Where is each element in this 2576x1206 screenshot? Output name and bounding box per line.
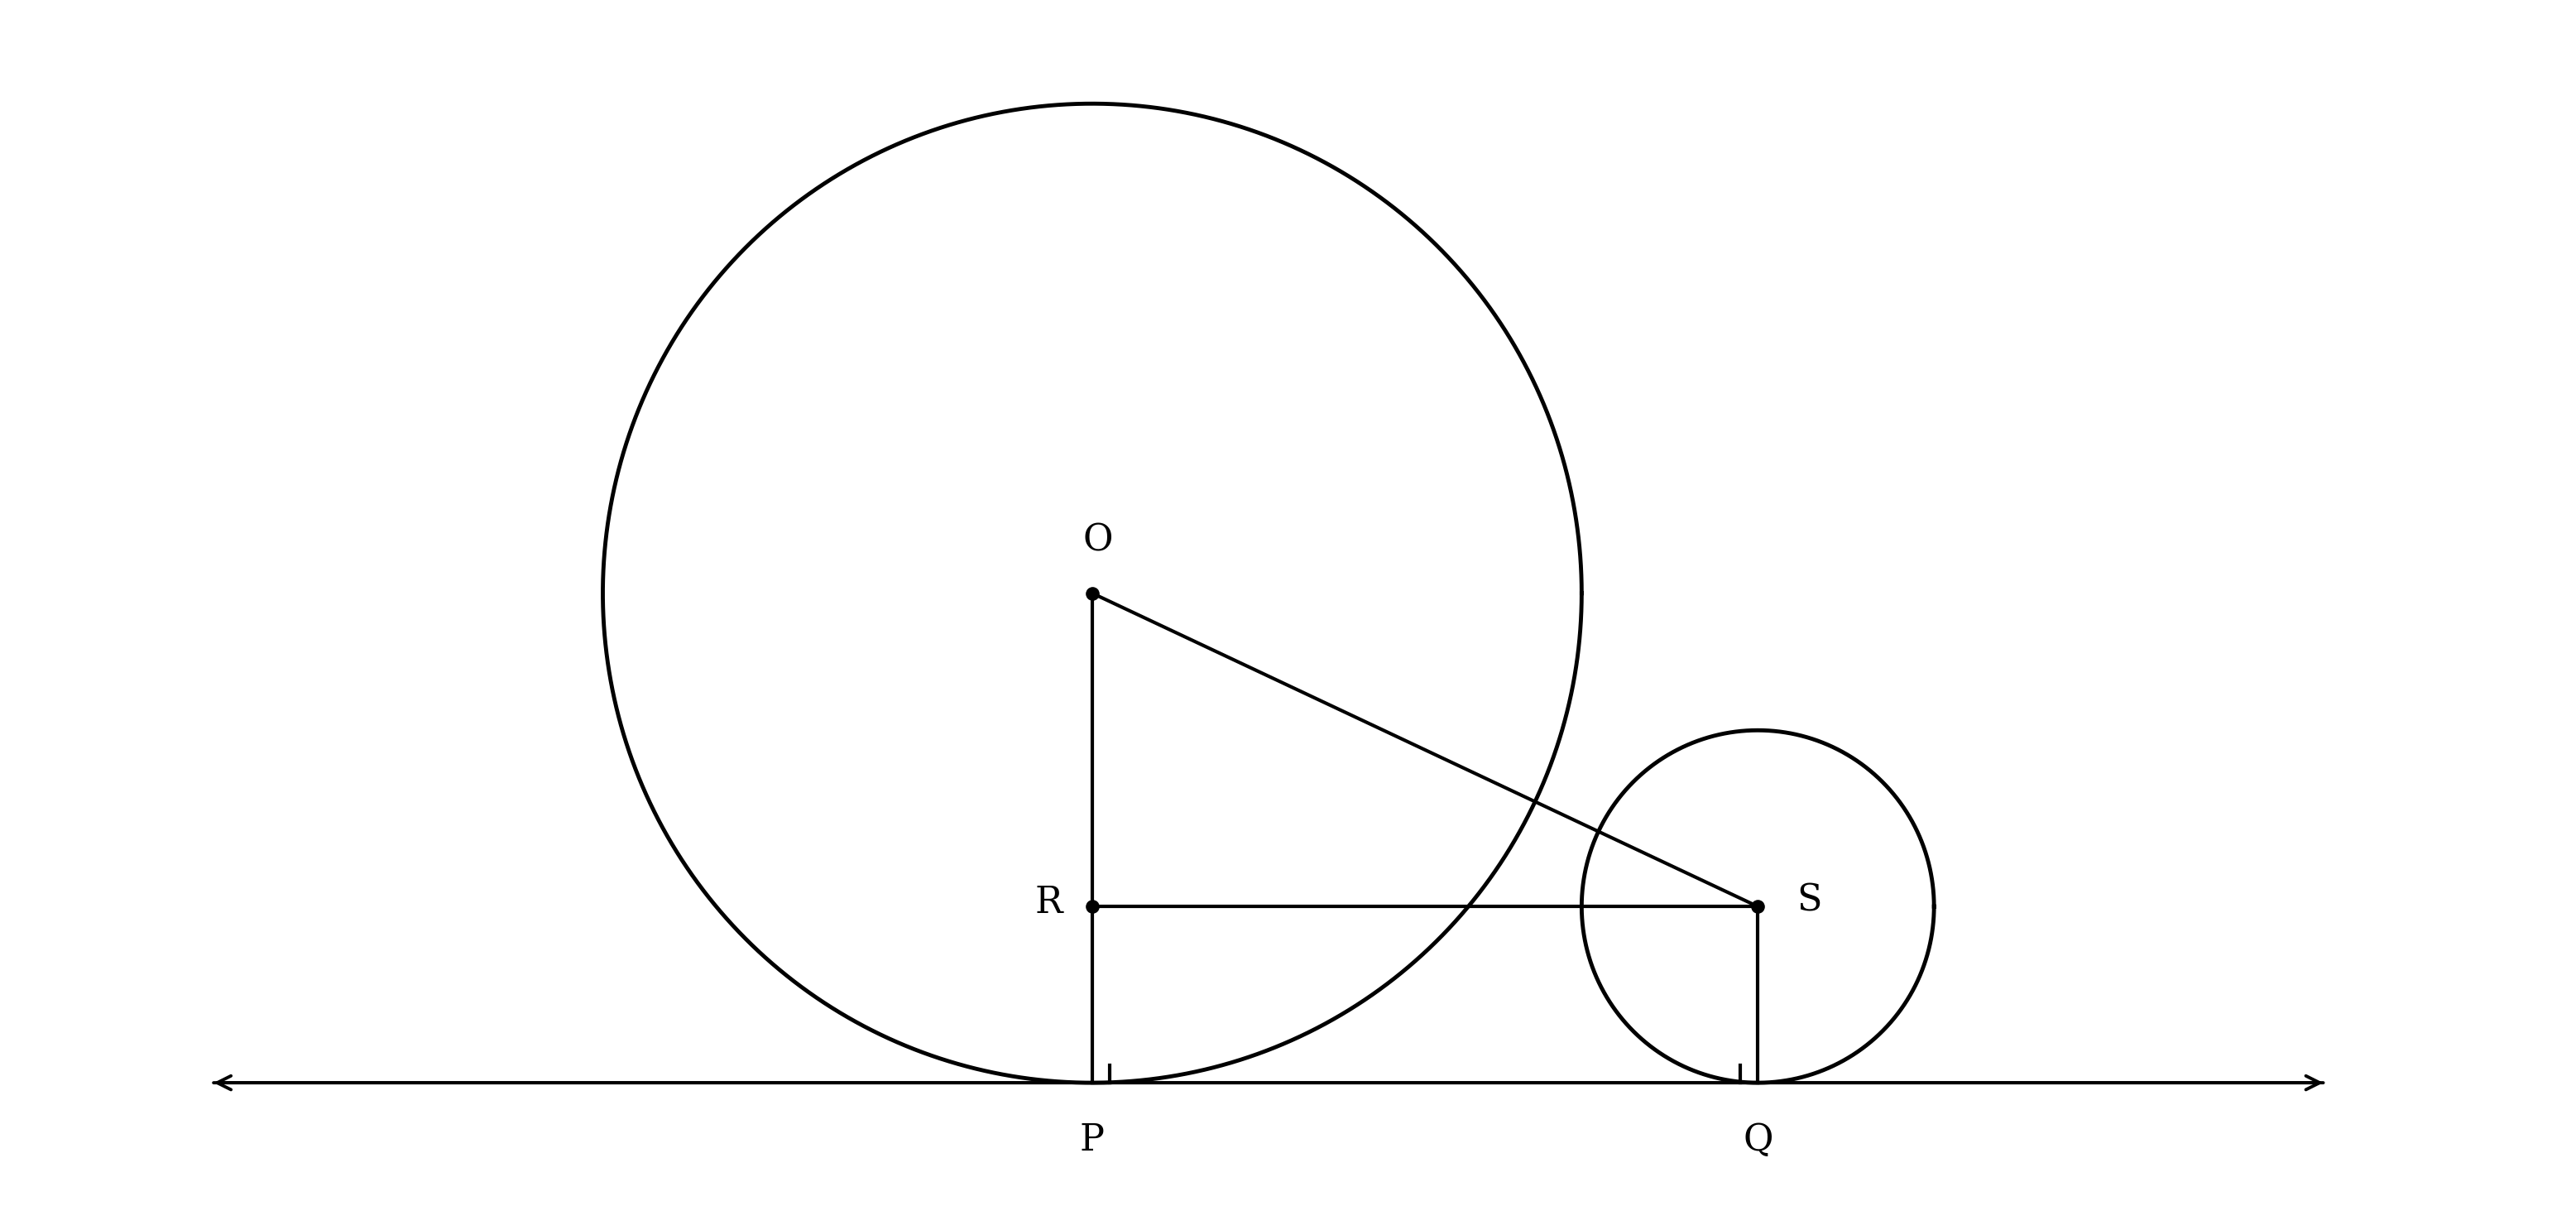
Point [1072, 584, 1113, 603]
Text: O: O [1082, 522, 1113, 558]
Text: R: R [1036, 885, 1064, 920]
Text: S: S [1798, 883, 1821, 919]
Point [1736, 897, 1777, 917]
Point [1072, 897, 1113, 917]
Text: P: P [1079, 1122, 1105, 1158]
Text: Q: Q [1744, 1122, 1772, 1158]
